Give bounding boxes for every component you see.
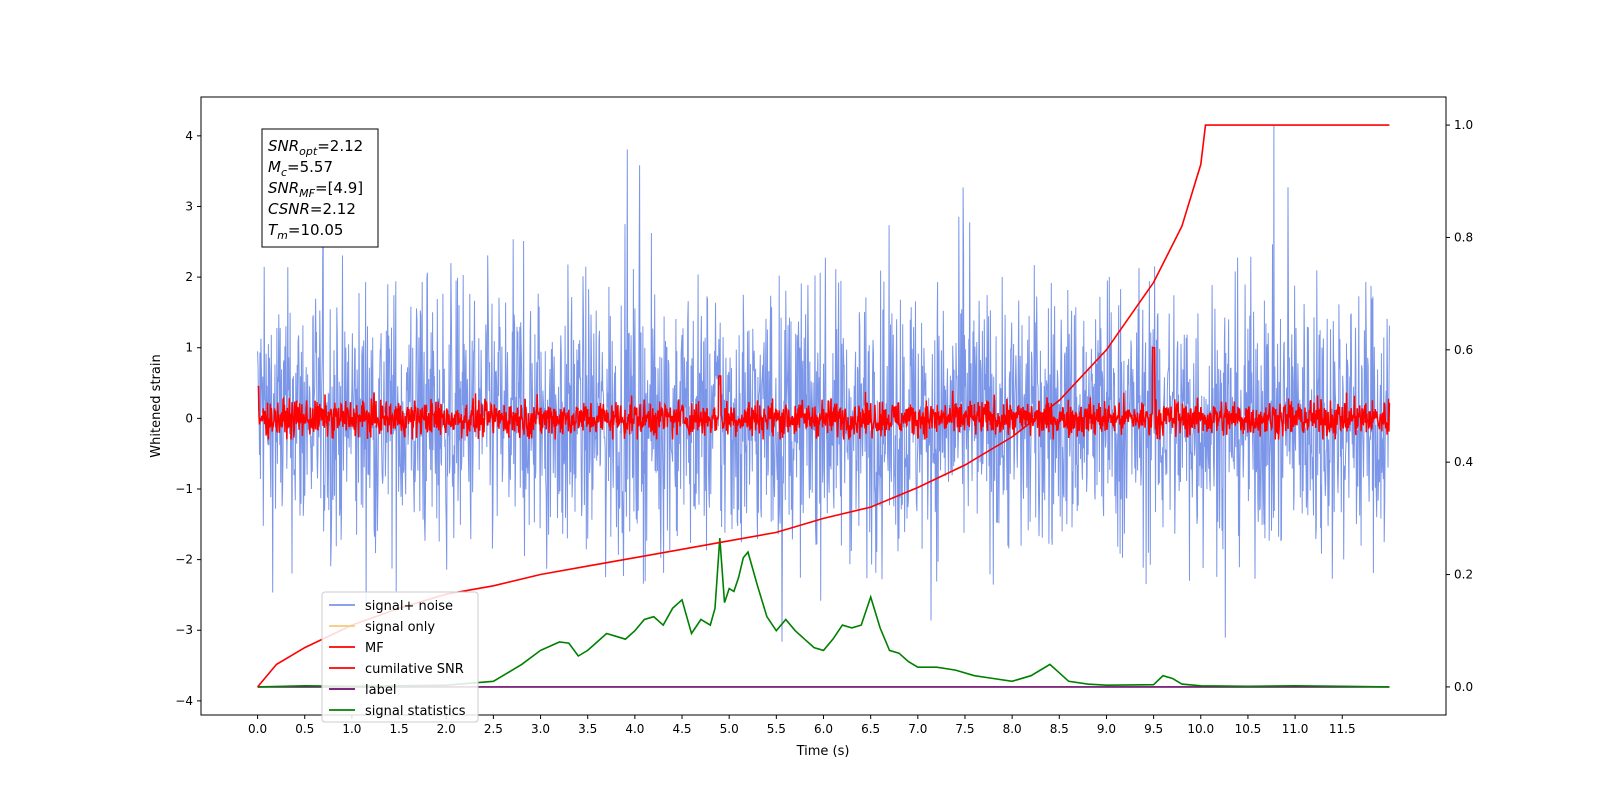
legend-label-signal-only: signal only: [365, 620, 435, 635]
legend: signal+ noise signal only MF cumilative SNR…: [321, 591, 479, 723]
legend-label-cumilative-snr: cumilative SNR: [365, 662, 464, 677]
x-tick-label: 1.5: [390, 722, 409, 736]
y-right-tick-label: 0.6: [1454, 343, 1473, 357]
x-tick-label: 7.0: [908, 722, 927, 736]
x-tick-label: 4.5: [672, 722, 691, 736]
x-tick-label: 5.5: [767, 722, 786, 736]
x-tick-label: 8.0: [1003, 722, 1022, 736]
x-tick-label: 11.5: [1329, 722, 1356, 736]
x-tick-label: 10.0: [1187, 722, 1214, 736]
series-mf: [257, 346, 1391, 440]
legend-label-mf: MF: [365, 641, 384, 656]
y-left-tick-label: 1: [185, 341, 193, 355]
x-tick-label: 6.5: [861, 722, 880, 736]
annotation-line: SNRMF=[4.9]: [268, 179, 363, 200]
y-left-tick-label: −1: [175, 482, 193, 496]
x-tick-label: 4.0: [625, 722, 644, 736]
x-tick-label: 7.5: [955, 722, 974, 736]
legend-label-signal-statistics: signal statistics: [365, 704, 466, 719]
annotation-line: CSNR=2.12: [268, 200, 356, 218]
legend-label-signal-noise: signal+ noise: [365, 599, 453, 614]
x-tick-label: 0.0: [248, 722, 267, 736]
annotation-line: Mc=5.57: [268, 158, 333, 179]
y-axis-right: 1.0 0.8 0.6 0.4 0.2 0.0: [1446, 118, 1473, 694]
x-tick-label: 1.0: [342, 722, 361, 736]
x-tick-label: 8.5: [1050, 722, 1069, 736]
annotation-line: SNRopt=2.12: [268, 137, 363, 158]
x-axis-label: Time (s): [796, 744, 850, 759]
annotation-line: Tm=10.05: [268, 221, 343, 242]
y-left-tick-label: 3: [185, 199, 193, 213]
y-left-tick-label: −3: [175, 623, 193, 637]
x-tick-label: 10.5: [1235, 722, 1262, 736]
x-tick-label: 3.0: [531, 722, 550, 736]
y-right-tick-label: 0.8: [1454, 230, 1473, 244]
y-right-tick-label: 0.4: [1454, 455, 1473, 469]
y-left-tick-label: −4: [175, 694, 193, 708]
x-tick-label: 9.0: [1097, 722, 1116, 736]
y-left-tick-label: −2: [175, 553, 193, 567]
x-tick-label: 9.5: [1144, 722, 1163, 736]
x-tick-label: 11.0: [1282, 722, 1309, 736]
y-left-tick-label: 4: [185, 129, 193, 143]
y-right-tick-label: 0.2: [1454, 568, 1473, 582]
y-axis-left: 4 3 2 1 0 −1 −2 −3 −4: [175, 129, 201, 708]
x-tick-label: 5.0: [720, 722, 739, 736]
series-signal-statistics: [257, 537, 1390, 688]
y-left-tick-label: 2: [185, 270, 193, 284]
y-axis-label: Whitened strain: [149, 354, 164, 457]
x-tick-label: 6.0: [814, 722, 833, 736]
x-tick-label: 2.0: [437, 722, 456, 736]
x-tick-label: 3.5: [578, 722, 597, 736]
x-axis: 0.0 0.5 1.0 1.5 2.0 2.5 3.0 3.5 4.0 4.5 5.0 5.5 6.0 6…: [248, 715, 1356, 736]
x-tick-label: 0.5: [295, 722, 314, 736]
series-signal-noise: [257, 125, 1390, 642]
y-right-tick-label: 1.0: [1454, 118, 1473, 132]
y-left-tick-label: 0: [185, 411, 193, 425]
y-right-tick-label: 0.0: [1454, 680, 1473, 694]
x-tick-label: 2.5: [484, 722, 503, 736]
legend-label-label: label: [365, 683, 396, 698]
